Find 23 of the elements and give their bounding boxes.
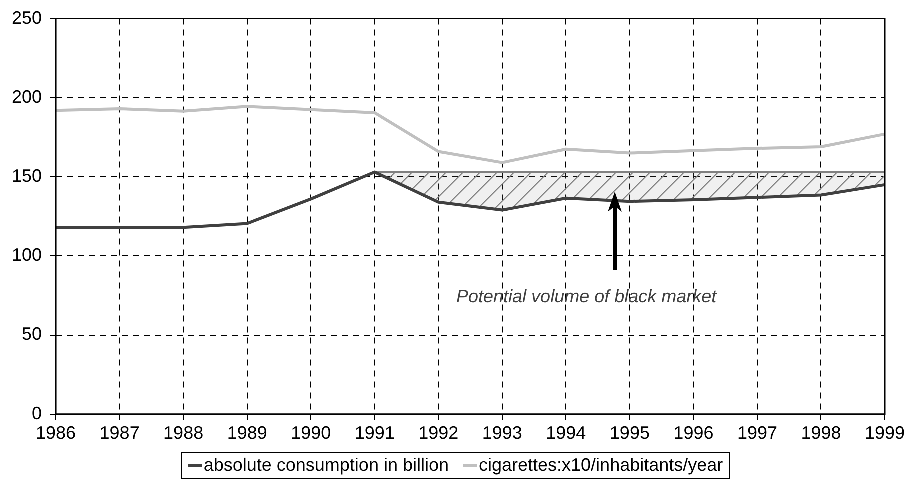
x-tick-label: 1994 (546, 423, 586, 444)
x-tick-label: 1990 (291, 423, 332, 444)
x-tick-label: 1999 (864, 423, 906, 444)
legend-label: absolute consumption in billion (204, 455, 449, 476)
y-tick-label: 150 (12, 166, 42, 186)
x-tick-label: 1998 (801, 423, 842, 444)
y-tick-label: 100 (12, 245, 42, 266)
x-tick-label: 1986 (36, 423, 76, 444)
y-tick-label: 0 (32, 403, 42, 424)
legend-label: cigarettes:x10/inhabitants/year (479, 455, 724, 476)
x-tick-label: 1992 (418, 423, 459, 444)
x-tick-label: 1991 (354, 423, 395, 444)
y-tick-label: 50 (22, 324, 42, 344)
x-tick-label: 1995 (610, 423, 650, 444)
y-tick-label: 250 (12, 8, 42, 28)
x-tick-label: 1996 (674, 423, 714, 444)
x-tick-label: 1989 (227, 423, 268, 444)
x-tick-label: 1987 (100, 423, 140, 444)
x-tick-label: 1997 (737, 423, 778, 444)
x-tick-label: 1988 (164, 423, 204, 444)
annotation: Potential volume of black market (456, 286, 718, 307)
y-tick-label: 200 (12, 86, 42, 107)
x-tick-label: 1993 (482, 423, 522, 444)
